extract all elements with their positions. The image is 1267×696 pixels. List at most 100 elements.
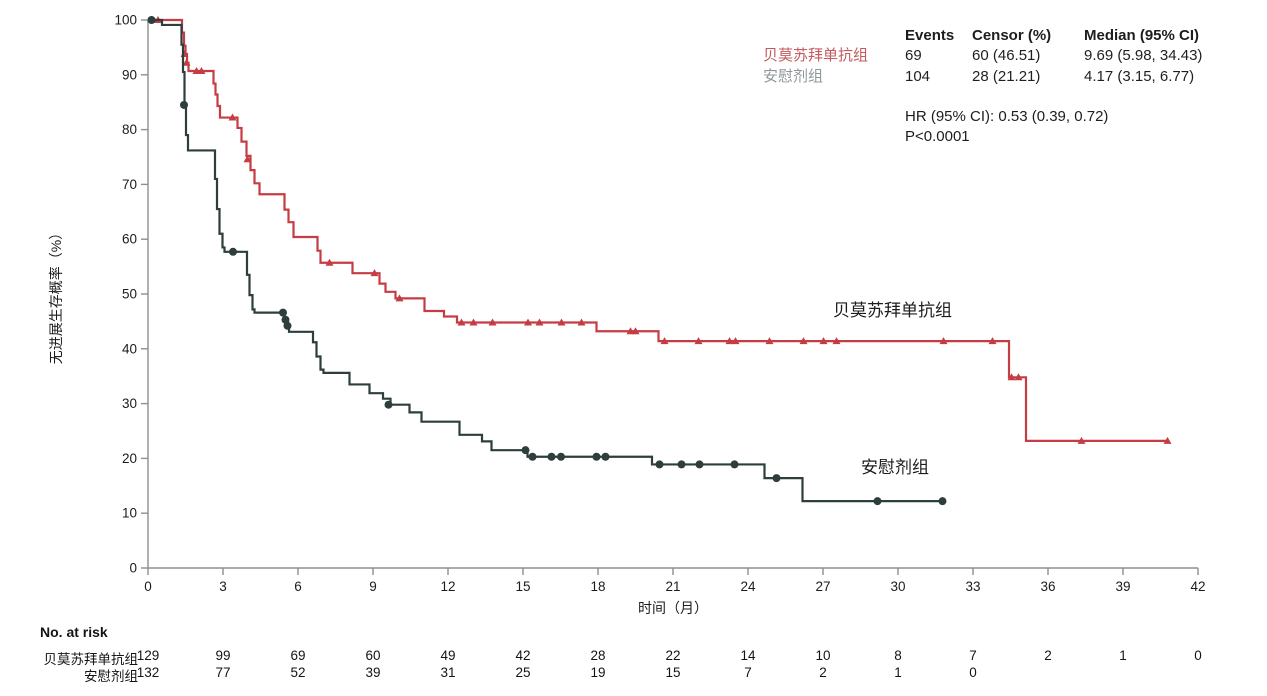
stats-events-placebo: 104 — [905, 68, 931, 85]
x-tick-label: 6 — [294, 579, 302, 594]
y-tick-label: 100 — [114, 13, 137, 28]
censor-mark-triangle — [395, 294, 404, 302]
risk-count: 52 — [290, 665, 306, 680]
censor-mark-dot — [695, 460, 704, 469]
risk-count: 49 — [440, 648, 456, 663]
censor-mark-triangle — [182, 58, 191, 66]
risk-count: 129 — [136, 648, 160, 663]
risk-count: 22 — [665, 648, 681, 663]
risk-count: 60 — [365, 648, 381, 663]
series-label-treatment: 贝莫苏拜单抗组 — [833, 301, 952, 320]
risk-count: 0 — [1194, 648, 1202, 663]
stats-header-spacer — [763, 26, 905, 45]
km-curve-treatment — [148, 18, 1168, 442]
censor-mark-triangle — [1014, 373, 1023, 381]
stats-median-treatment: 9.69 (5.98, 34.43) — [1084, 47, 1203, 64]
stats-header-row: Events Censor (%) Median (95% CI) — [763, 26, 1264, 45]
censor-mark-triangle — [535, 318, 544, 326]
x-tick-label: 15 — [515, 579, 530, 594]
km-curve-placebo — [148, 18, 943, 503]
censor-mark-triangle — [631, 327, 640, 335]
x-tick-label: 39 — [1115, 579, 1130, 594]
stats-row-treatment: 贝莫苏拜单抗组 69 60 (46.51) 9.69 (5.98, 34.43) — [763, 46, 1264, 65]
series-label-placebo: 安慰剂组 — [861, 458, 929, 477]
stats-header-censor: Censor (%) — [972, 27, 1052, 44]
x-tick-label: 12 — [440, 579, 455, 594]
censor-mark-dot — [772, 474, 781, 483]
censor-mark-triangle — [765, 337, 774, 345]
censor-mark-triangle — [524, 318, 532, 326]
x-tick-label: 30 — [890, 579, 905, 594]
censor-mark-dot — [279, 308, 287, 317]
y-tick-label: 90 — [122, 67, 137, 82]
censor-mark-dot — [180, 100, 188, 109]
stats-row-placebo: 安慰剂组 104 28 (21.21) 4.17 (3.15, 6.77) — [763, 67, 1264, 86]
censor-mark-triangle — [1163, 436, 1172, 444]
censor-mark-triangle — [370, 269, 379, 277]
censor-mark-dot — [283, 321, 292, 330]
censor-mark-triangle — [694, 337, 703, 345]
stats-median-placebo: 4.17 (3.15, 6.77) — [1084, 68, 1195, 85]
risk-count: 42 — [515, 648, 531, 663]
censor-mark-triangle — [660, 337, 669, 345]
censor-mark-triangle — [939, 337, 948, 345]
risk-count: 7 — [969, 648, 977, 663]
censor-mark-dot — [592, 452, 601, 461]
hazard-ratio-text: HR (95% CI): 0.53 (0.39, 0.72) — [905, 108, 1109, 125]
risk-count: 28 — [590, 648, 606, 663]
x-tick-label: 42 — [1190, 579, 1205, 594]
risk-count: 1 — [1119, 648, 1127, 663]
censor-mark-triangle — [557, 318, 566, 326]
censor-mark-triangle — [228, 113, 237, 121]
censor-mark-dot — [528, 452, 537, 461]
y-tick-label: 10 — [122, 506, 137, 521]
censor-mark-dot — [655, 460, 664, 469]
censor-mark-triangle — [1007, 373, 1016, 381]
y-tick-label: 40 — [122, 341, 137, 356]
censor-mark-dot — [229, 247, 237, 256]
censor-mark-triangle — [988, 337, 997, 345]
risk-count: 10 — [815, 648, 831, 663]
risk-count: 99 — [215, 648, 231, 663]
censor-mark-dot — [730, 460, 739, 469]
x-axis-label: 时间（月） — [638, 600, 708, 616]
risk-count: 77 — [215, 665, 231, 680]
stats-header-events: Events — [905, 27, 955, 44]
p-value-text: P<0.0001 — [905, 128, 970, 145]
risk-count: 39 — [365, 665, 381, 680]
risk-count: 2 — [1044, 648, 1052, 663]
censor-mark-dot — [547, 452, 556, 461]
risk-count: 8 — [894, 648, 902, 663]
x-tick-label: 24 — [740, 579, 756, 594]
censor-mark-triangle — [469, 318, 478, 326]
x-tick-label: 21 — [665, 579, 680, 594]
y-tick-label: 20 — [122, 451, 137, 466]
censor-mark-dot — [873, 497, 882, 506]
risk-count: 15 — [665, 665, 681, 680]
censor-mark-dot — [938, 497, 947, 506]
x-tick-label: 27 — [815, 579, 830, 594]
risk-count: 132 — [136, 665, 160, 680]
risk-count: 69 — [290, 648, 306, 663]
stats-header-median: Median (95% CI) — [1084, 27, 1200, 44]
risk-count: 25 — [515, 665, 531, 680]
risk-row-label: 贝莫苏拜单抗组 — [43, 652, 139, 667]
stats-events-treatment: 69 — [905, 47, 922, 64]
y-tick-label: 50 — [122, 287, 137, 302]
censor-mark-triangle — [832, 337, 841, 345]
censor-mark-dot — [384, 400, 393, 409]
censor-mark-triangle — [799, 337, 808, 345]
censor-mark-triangle — [577, 318, 586, 326]
stats-censor-treatment: 60 (46.51) — [972, 47, 1041, 64]
risk-count: 1 — [894, 665, 902, 680]
x-tick-label: 18 — [590, 579, 605, 594]
x-tick-label: 36 — [1040, 579, 1055, 594]
censor-mark-dot — [557, 452, 565, 461]
censor-mark-triangle — [457, 318, 466, 326]
stats-label-treatment: 贝莫苏拜单抗组 — [763, 47, 869, 64]
x-tick-label: 3 — [219, 579, 227, 594]
risk-table-title: No. at risk — [40, 624, 108, 640]
censor-mark-triangle — [197, 66, 206, 74]
